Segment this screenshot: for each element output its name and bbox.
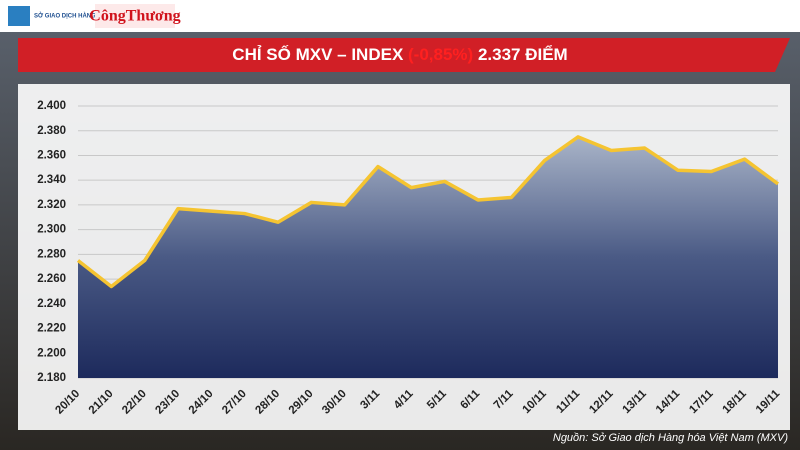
logo-right: CôngThương <box>89 8 180 25</box>
line <box>76 135 780 289</box>
title-change: (-0,85%) <box>408 45 473 64</box>
y-tick-label: 2.320 <box>37 199 66 211</box>
y-tick-label: 2.240 <box>37 298 66 310</box>
area <box>78 136 778 378</box>
chart-title: CHỈ SỐ MXV – INDEX (-0,85%) 2.337 ĐIỂM <box>232 44 567 64</box>
y-tick-label: 2.340 <box>37 174 66 186</box>
y-tick-label: 2.400 <box>37 100 66 112</box>
title-value: 2.337 ĐIỂM <box>478 45 568 64</box>
y-tick-label: 2.260 <box>37 273 66 285</box>
logo-right-bg <box>95 4 175 28</box>
y-tick-label: 2.380 <box>37 125 66 137</box>
y-tick-label: 2.220 <box>37 323 66 335</box>
y-tick-label: 2.360 <box>37 149 66 161</box>
title-banner <box>18 38 790 72</box>
source: Nguồn: Sở Giao dịch Hàng hóa Việt Nam (M… <box>553 432 788 444</box>
y-tick-label: 2.200 <box>37 347 66 359</box>
title-text: CHỈ SỐ MXV – INDEX <box>232 44 404 64</box>
y-tick-label: 2.180 <box>37 372 66 384</box>
y-tick-label: 2.300 <box>37 224 66 236</box>
logo-left: SỞ GIAO DỊCH HÀNG HÓA VIỆT NAM <box>34 12 141 20</box>
logo-icon <box>8 6 30 26</box>
y-tick-label: 2.280 <box>37 248 66 260</box>
